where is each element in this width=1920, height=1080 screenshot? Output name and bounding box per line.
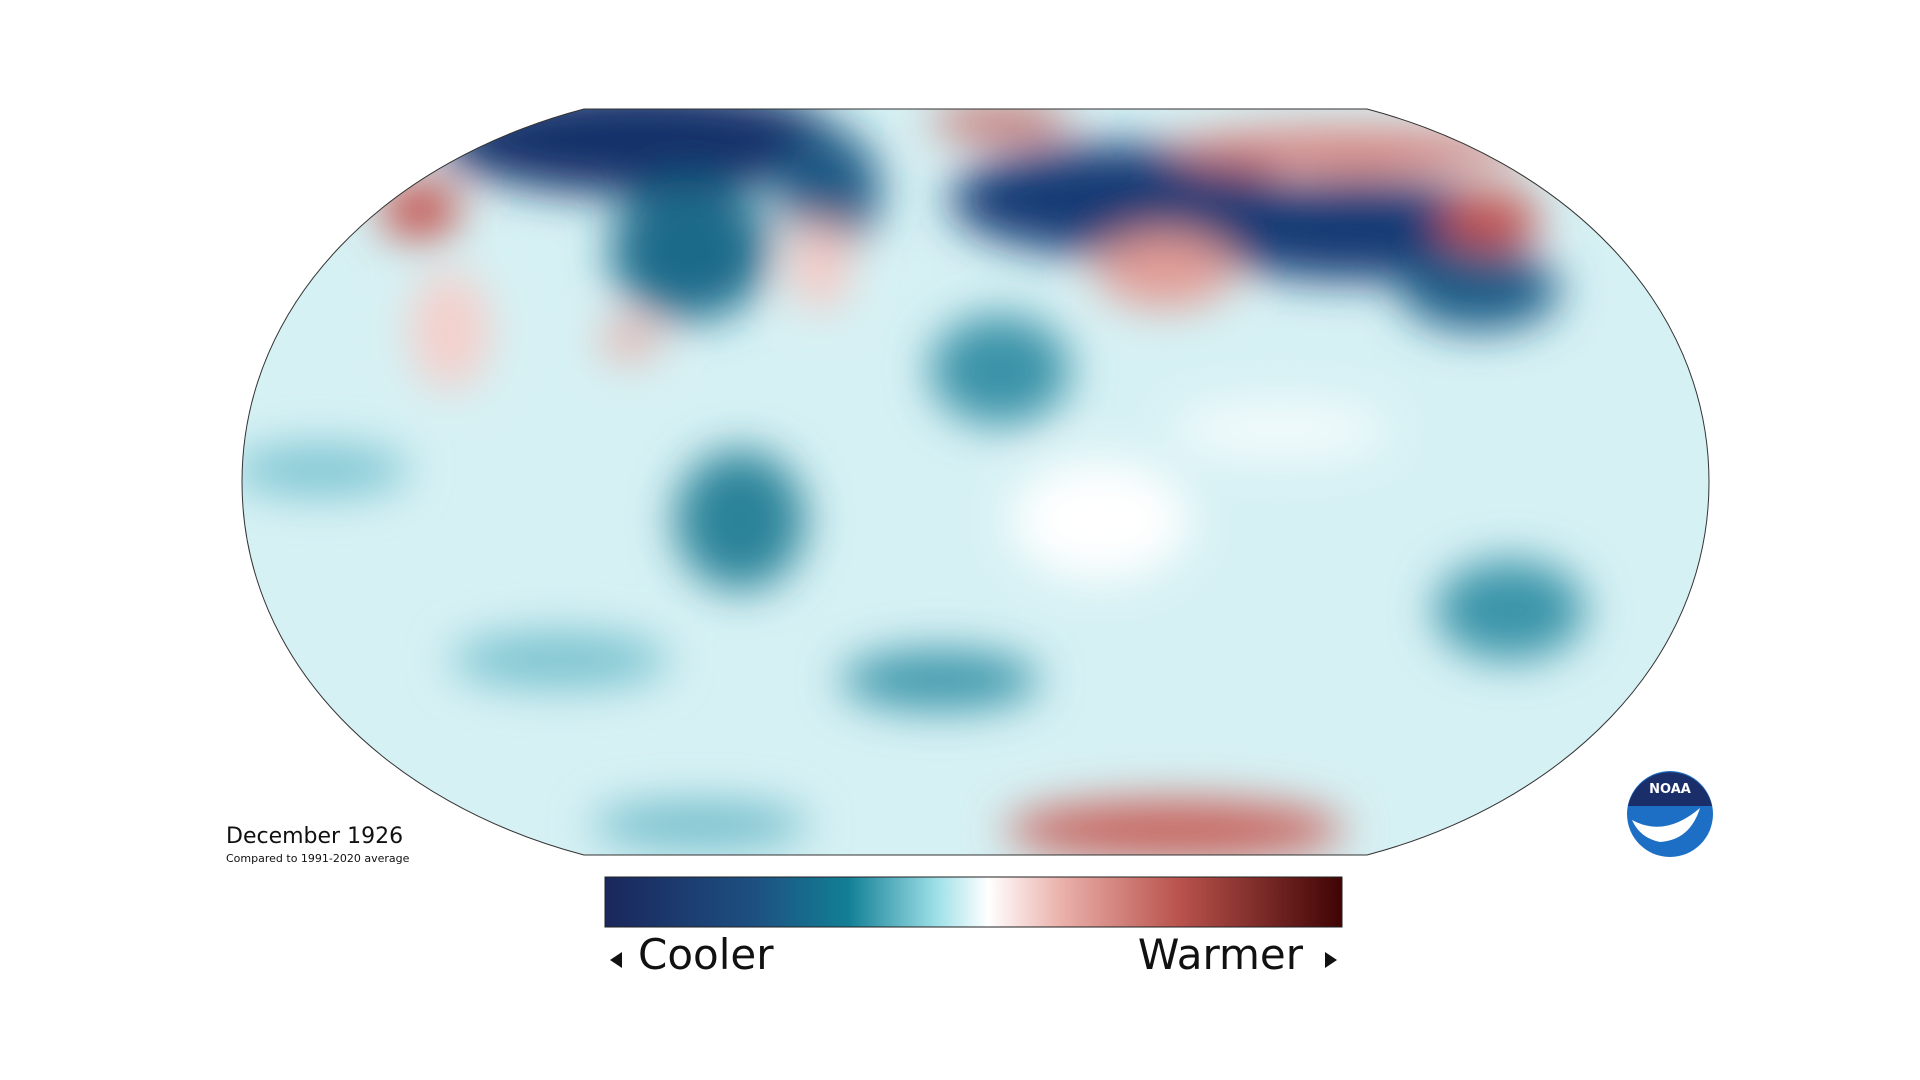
noaa-logo: NOAA xyxy=(1627,771,1713,857)
logo-text: NOAA xyxy=(1649,782,1691,797)
legend-low-label: Cooler xyxy=(638,930,774,979)
map-subtitle: Compared to 1991-2020 average xyxy=(226,852,410,865)
arrow-left xyxy=(610,952,622,968)
legend-high-label: Warmer xyxy=(1137,930,1303,979)
color-scale xyxy=(604,876,1343,928)
arrow-right xyxy=(1325,952,1337,968)
anomaly-field xyxy=(242,109,1709,855)
map-title: December 1926 xyxy=(226,824,404,849)
